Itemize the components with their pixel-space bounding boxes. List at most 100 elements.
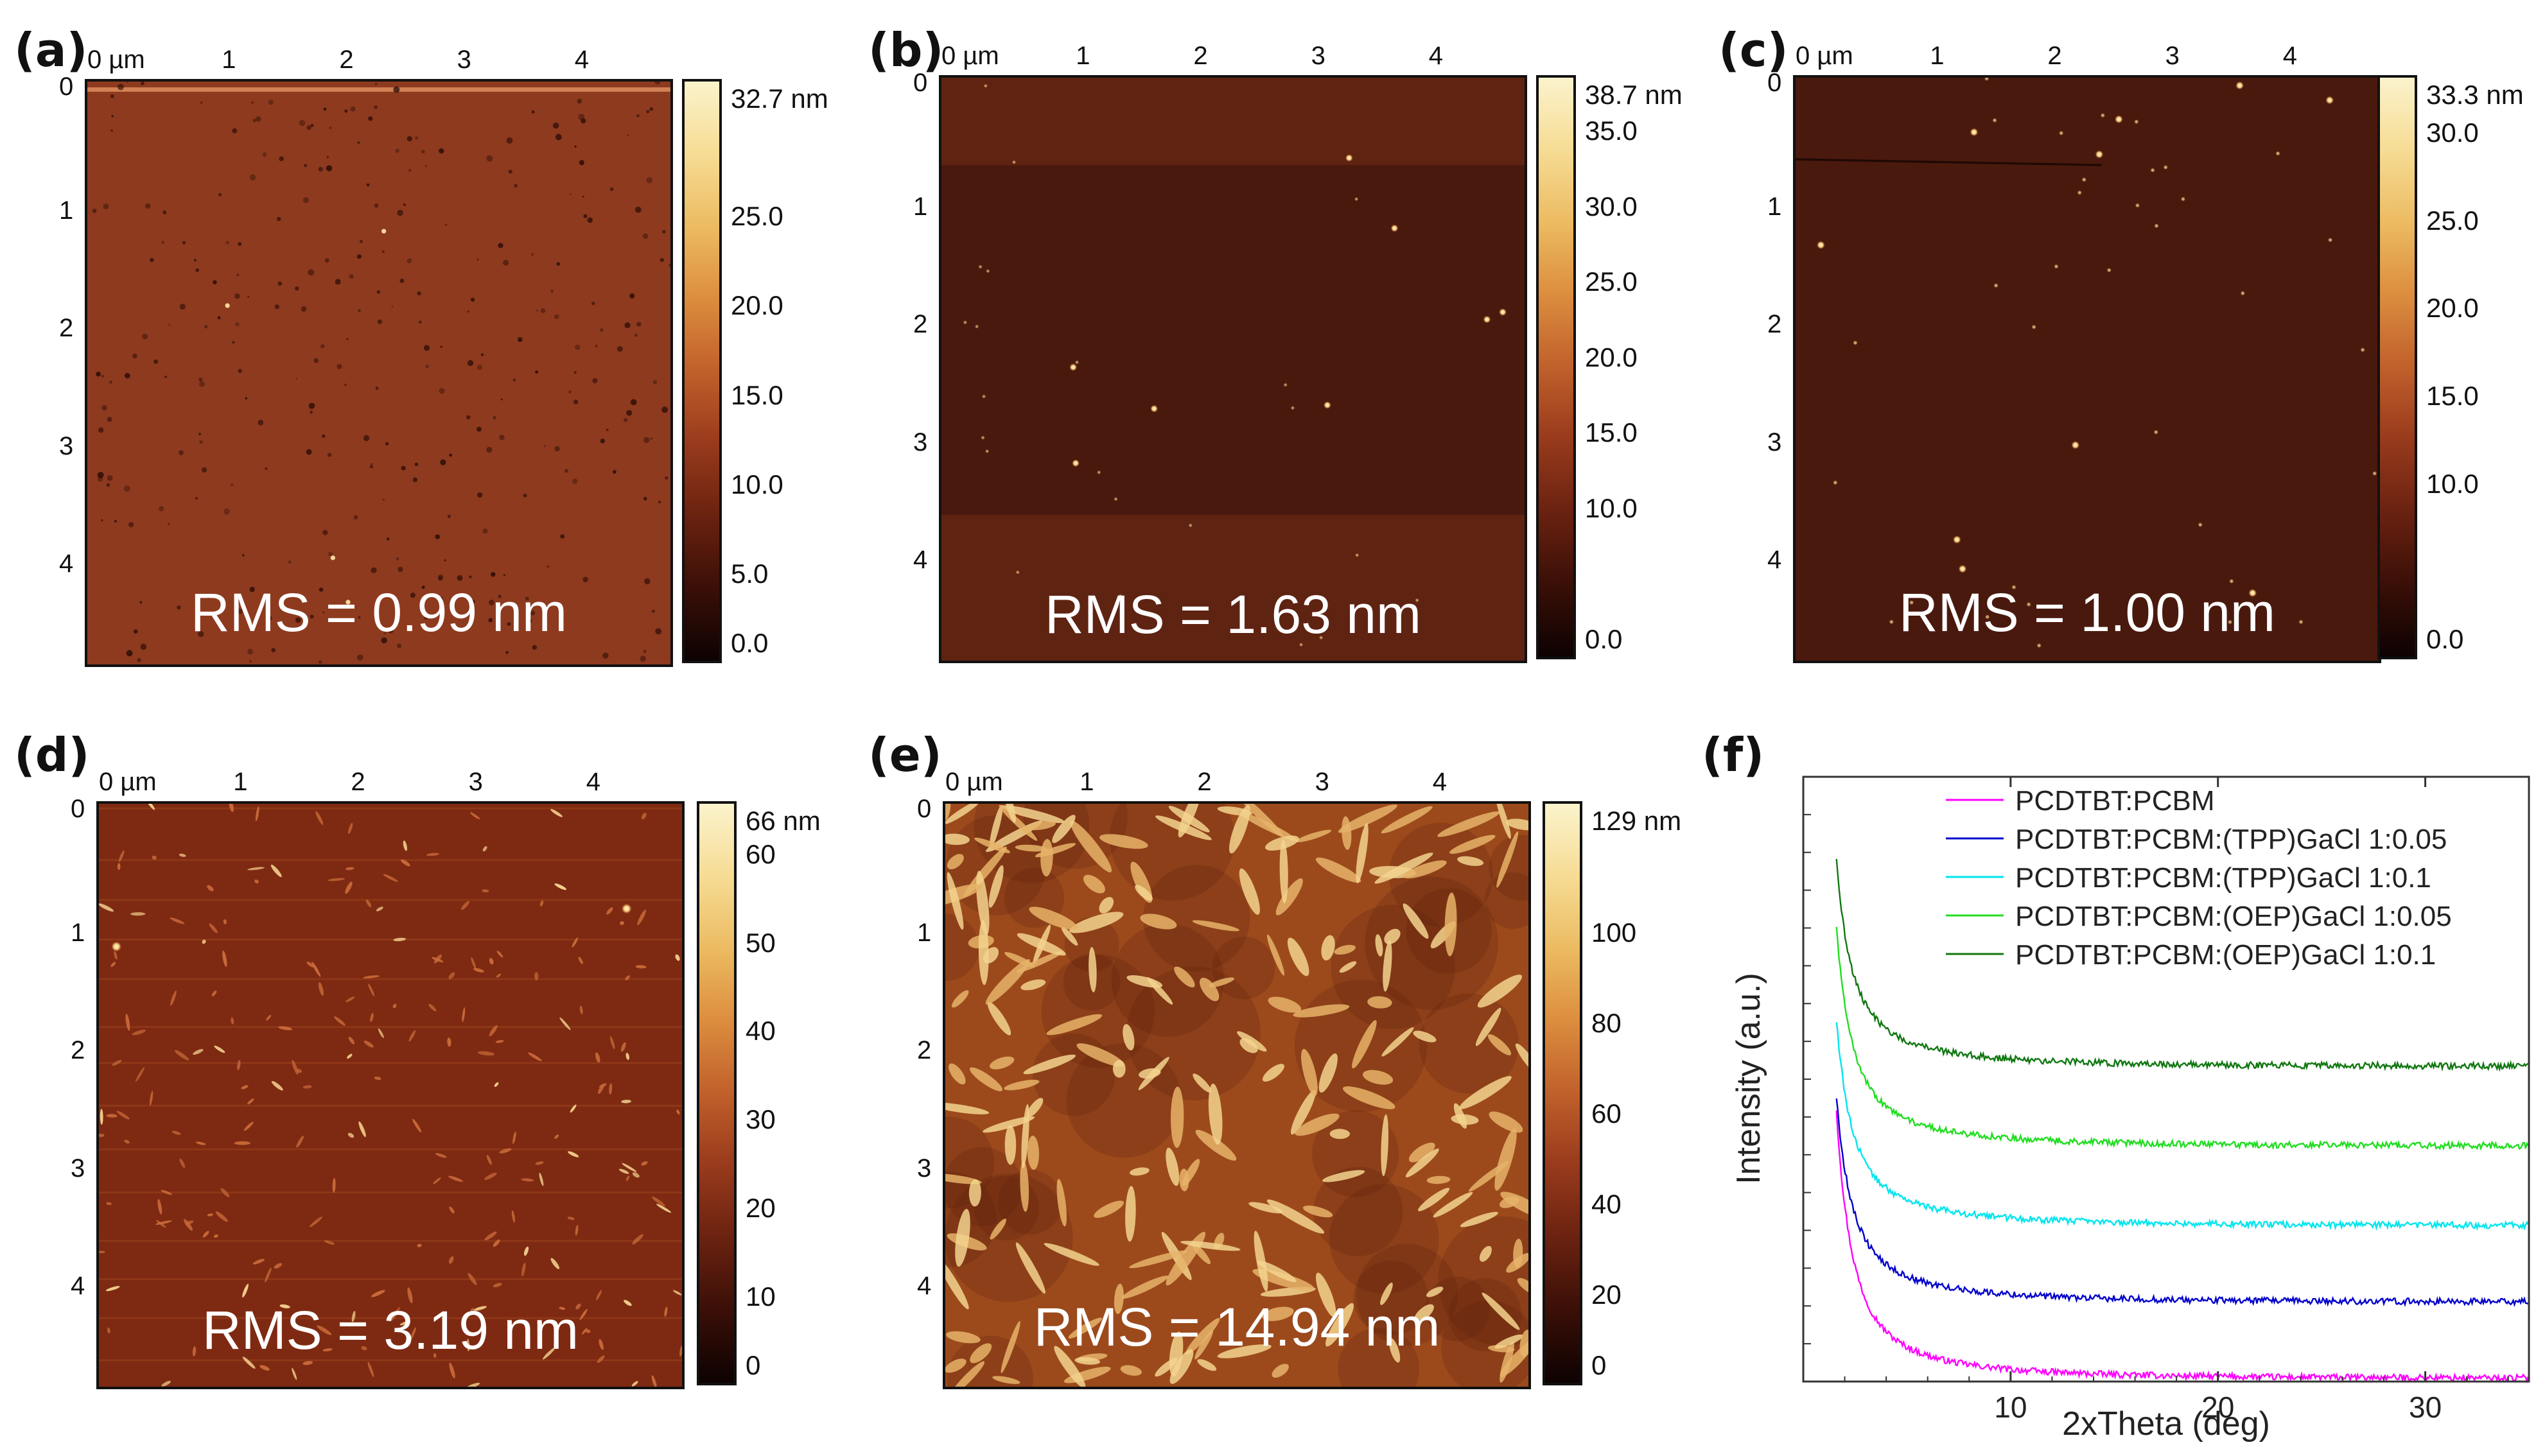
y-tick-label: 2 (1767, 310, 1782, 339)
y-tick-label: 4 (71, 1271, 85, 1300)
afm-panel-d: RMS = 3.19 nm 0 µm 1 2 3 4 0 1 2 3 4 66 nm 60 50 40 30… (0, 732, 854, 1456)
x-tick-label: 3 (1311, 42, 1325, 70)
scale-label: 35.0 (1585, 116, 1638, 146)
scale-label: 66 nm (746, 806, 821, 836)
scale-label: 60 (746, 838, 776, 869)
x-tick-label: 1 (1930, 42, 1945, 70)
scale-label: 25.0 (731, 201, 783, 232)
panel-label-b: (b) (868, 23, 944, 77)
legend-entry: PCDTBT:PCBM:(OEP)GaCl 1:0.1 (2015, 939, 2436, 971)
x-tick-label: 0 µm (941, 42, 999, 70)
y-tick-label: 0 (71, 795, 85, 823)
rms-label: RMS = 14.94 nm (1033, 1297, 1440, 1357)
afm-panel-c: RMS = 1.00 nm 0 µm 1 2 3 4 0 1 2 3 4 33.3 nm 30.0 25… (1708, 0, 2545, 693)
scale-label: 30.0 (1585, 191, 1638, 221)
scale-label: 129 nm (1591, 806, 1682, 836)
scale-label: 20.0 (2426, 293, 2479, 324)
x-tick-label: 4 (586, 768, 601, 796)
color-scale-bar (2377, 75, 2417, 659)
x-tick-label: 4 (1432, 768, 1447, 796)
scale-label: 100 (1591, 917, 1637, 948)
x-tick-label: 2 (1193, 42, 1208, 70)
x-tick-label: 1 (1076, 42, 1090, 70)
panel-label-f: (f) (1702, 728, 1765, 782)
y-tick-label: 0 (1767, 69, 1782, 97)
x-tick-label: 1 (222, 46, 236, 74)
rms-label: RMS = 3.19 nm (202, 1300, 579, 1360)
y-tick-label: 1 (1767, 193, 1782, 221)
y-tick-label: 1 (913, 193, 928, 221)
x-tick-label: 4 (1428, 42, 1444, 70)
scale-label: 0 (1591, 1350, 1607, 1380)
scale-label: 10 (746, 1281, 776, 1312)
scale-label: 15.0 (2426, 381, 2479, 412)
y-tick-label: 4 (913, 545, 928, 574)
legend-entry: PCDTBT:PCBM:(OEP)GaCl 1:0.05 (2015, 901, 2452, 932)
afm-image (1793, 75, 2381, 663)
y-tick-label: 4 (917, 1271, 932, 1300)
y-tick-label: 4 (59, 549, 74, 578)
scale-label: 20 (746, 1193, 776, 1224)
x-tick-label: 4 (574, 46, 590, 74)
y-tick-label: 1 (917, 919, 932, 948)
scale-label: 30.0 (2426, 117, 2479, 148)
y-tick-label: 1 (59, 196, 74, 225)
x-tick-label: 0 µm (87, 46, 145, 74)
scale-label: 0.0 (2426, 624, 2464, 654)
scale-label: 20.0 (1585, 342, 1638, 372)
x-tick-label: 2 (339, 46, 354, 74)
panel-label-d: (d) (14, 728, 90, 782)
scale-label: 25.0 (2426, 205, 2479, 236)
scale-label: 32.7 nm (731, 83, 828, 114)
panel-label-a: (a) (14, 23, 88, 77)
x-axis-label: 2xTheta (deg) (2062, 1405, 2270, 1443)
panel-label-c: (c) (1719, 23, 1788, 77)
y-tick-label: 3 (1767, 428, 1782, 456)
x-tick-label: 1 (1080, 768, 1094, 796)
series-line (1835, 926, 2529, 1151)
scale-label: 20.0 (731, 290, 783, 321)
y-tick-label: 2 (71, 1036, 85, 1065)
afm-panel-e: RMS = 14.94 nm 0 µm 1 2 3 4 0 1 2 3 4 129 nm 100 80 6… (854, 732, 1708, 1456)
afm-image (96, 801, 685, 1389)
y-tick-label: 0 (917, 795, 932, 823)
scale-label: 5.0 (731, 558, 769, 589)
scale-label: 10.0 (731, 469, 783, 499)
y-tick-label: 1 (71, 919, 85, 948)
series-line (1835, 1022, 2529, 1231)
x-tick-label: 3 (1315, 768, 1329, 796)
x-tick-label: 4 (2282, 42, 2298, 70)
y-tick-label: 2 (917, 1036, 932, 1065)
scale-label: 15.0 (731, 379, 783, 410)
rms-label: RMS = 1.00 nm (1899, 582, 2275, 643)
x-tick-label: 2 (1197, 768, 1212, 796)
rms-label: RMS = 0.99 nm (191, 582, 567, 643)
x-tick-label: 30 (2409, 1391, 2442, 1424)
legend-entry: PCDTBT:PCBM:(TPP)GaCl 1:0.05 (2015, 824, 2447, 855)
afm-panel-b: RMS = 1.63 nm 0 µm 1 2 3 4 0 1 2 3 4 38.7 nm 35.0 30… (854, 0, 1708, 693)
scale-label: 40 (1591, 1188, 1622, 1219)
y-tick-label: 3 (71, 1154, 85, 1183)
scale-label: 10.0 (2426, 468, 2479, 499)
scale-label: 80 (1591, 1007, 1622, 1038)
y-tick-label: 0 (59, 73, 74, 101)
x-tick-label: 20 (2201, 1391, 2234, 1424)
scale-label: 0.0 (731, 628, 769, 658)
x-tick-label: 3 (2165, 42, 2180, 70)
scale-label: 20 (1591, 1279, 1622, 1310)
scale-label: 0 (746, 1350, 761, 1380)
legend-entry: PCDTBT:PCBM (2015, 785, 2214, 817)
color-scale-bar (697, 801, 737, 1385)
y-tick-label: 0 (913, 69, 928, 97)
scale-label: 50 (746, 927, 776, 958)
afm-panel-a: RMS = 0.99 nm 0 µm 1 2 3 4 0 1 2 3 4 32.7 nm 25.0 20… (0, 0, 854, 693)
x-tick-label: 0 µm (99, 768, 157, 796)
afm-image (939, 75, 1527, 663)
y-tick-label: 3 (59, 431, 74, 460)
color-scale-bar (1536, 75, 1576, 659)
x-tick-label: 1 (233, 768, 248, 796)
scale-label: 38.7 nm (1585, 80, 1683, 110)
x-tick-label: 3 (457, 46, 471, 74)
panel-label-e: (e) (868, 728, 942, 782)
y-tick-label: 2 (59, 314, 74, 343)
